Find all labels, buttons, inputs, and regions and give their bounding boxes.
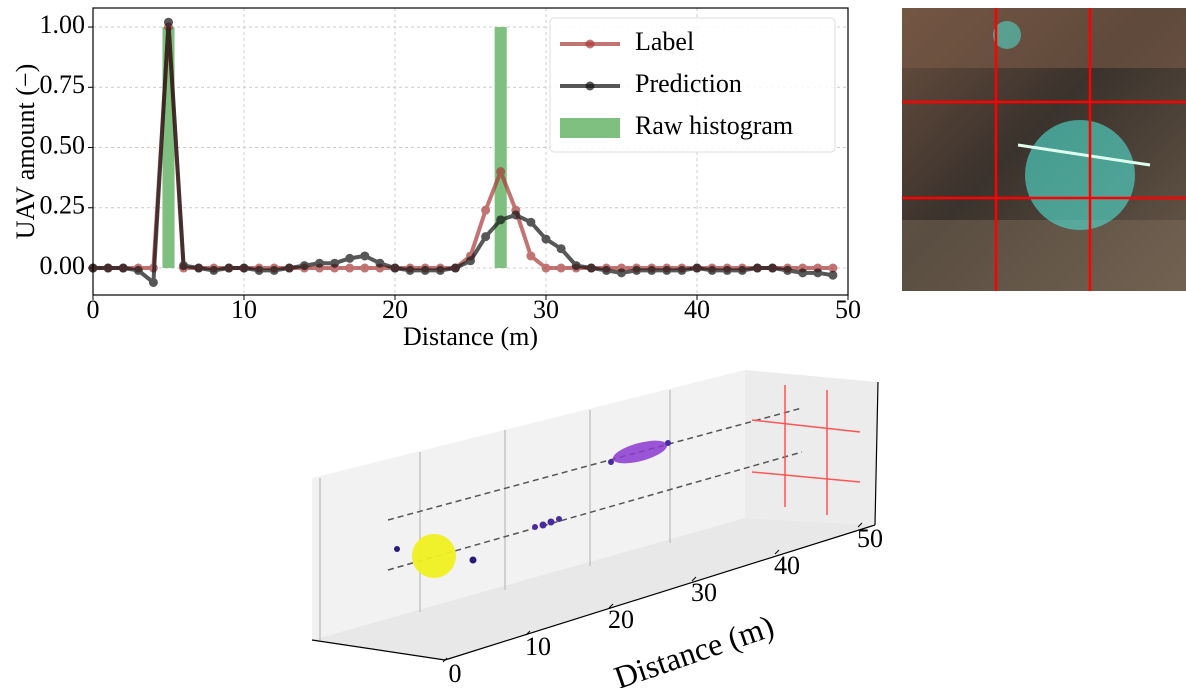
bar	[494, 27, 507, 269]
point	[103, 263, 113, 273]
legend-label: Prediction	[635, 69, 742, 98]
point	[752, 263, 762, 273]
legend-label: Raw histogram	[635, 111, 793, 140]
point	[224, 263, 234, 273]
point	[813, 268, 823, 278]
point	[360, 251, 370, 261]
point	[632, 265, 642, 275]
x-tick	[857, 522, 863, 528]
photo	[902, 8, 1186, 291]
point	[496, 215, 506, 225]
x-tick-label: 20	[382, 295, 408, 324]
point	[647, 265, 657, 275]
legend-label: Label	[635, 27, 694, 56]
point	[556, 263, 566, 273]
x-tick	[525, 630, 531, 636]
point	[239, 263, 249, 273]
x-tick-label: 30	[533, 295, 559, 324]
point	[179, 261, 189, 271]
point	[541, 234, 551, 244]
point	[526, 217, 536, 227]
x-tick-label: 50	[835, 295, 861, 324]
x-tick-label: 40	[774, 551, 800, 580]
x-tick-label: 20	[608, 605, 634, 634]
x-tick	[691, 576, 697, 582]
point	[133, 265, 143, 275]
y-tick-label: 1.00	[40, 10, 86, 39]
point	[330, 258, 340, 268]
point	[405, 265, 415, 275]
point	[315, 258, 324, 268]
point	[269, 265, 279, 275]
point	[118, 263, 128, 273]
point	[601, 265, 611, 275]
point	[375, 258, 385, 268]
point	[481, 232, 491, 242]
x-tick	[442, 657, 448, 663]
point	[284, 263, 294, 273]
point	[828, 270, 838, 280]
point	[707, 265, 717, 275]
series	[88, 17, 838, 287]
x-tick-label: 10	[231, 295, 257, 324]
legend-swatch	[585, 39, 595, 49]
point	[299, 261, 309, 271]
x-tick-label: 50	[857, 524, 883, 553]
y-tick-label: 0.00	[40, 251, 86, 280]
x-tick-label: 10	[525, 632, 551, 661]
x-axis-label: Distance (m)	[609, 607, 778, 688]
point	[556, 244, 566, 254]
point	[496, 167, 506, 177]
point	[209, 265, 219, 275]
legend-swatch	[560, 118, 620, 138]
point	[511, 210, 521, 220]
point	[617, 268, 626, 278]
point	[148, 277, 158, 287]
point	[450, 263, 460, 273]
axes-3d	[311, 370, 879, 661]
point	[677, 265, 687, 275]
x-axis-label: Distance (m)	[403, 322, 538, 351]
point	[526, 251, 536, 261]
point	[692, 263, 702, 273]
y-tick-label: 0.25	[40, 191, 86, 220]
x-tick	[608, 603, 614, 609]
point	[737, 265, 747, 275]
x-tick-label: 40	[684, 295, 710, 324]
point	[783, 265, 793, 275]
point	[586, 263, 596, 273]
y-axis-label: UAV amount (−)	[11, 64, 40, 239]
point	[828, 263, 838, 273]
point	[345, 253, 355, 263]
point	[164, 17, 173, 27]
point	[254, 265, 264, 275]
point	[194, 263, 204, 273]
point	[420, 265, 430, 275]
point	[798, 268, 808, 278]
y-tick-label: 0.50	[40, 130, 86, 159]
y-tick-label: 0.75	[40, 70, 86, 99]
point	[466, 256, 475, 266]
x-tick-label: 0	[449, 659, 462, 688]
point	[722, 265, 732, 275]
point	[662, 265, 672, 275]
legend-box	[549, 17, 836, 153]
point	[481, 205, 491, 215]
point	[541, 263, 551, 273]
legend-swatch	[585, 81, 595, 91]
x-tick-label: 30	[691, 578, 717, 607]
point	[390, 263, 400, 273]
plot-frame	[92, 7, 849, 296]
point	[360, 263, 370, 273]
x-tick	[774, 549, 780, 555]
point	[571, 261, 581, 271]
point	[435, 265, 445, 275]
point	[768, 263, 777, 273]
x-tick-label: 0	[87, 295, 100, 324]
point	[345, 263, 355, 273]
